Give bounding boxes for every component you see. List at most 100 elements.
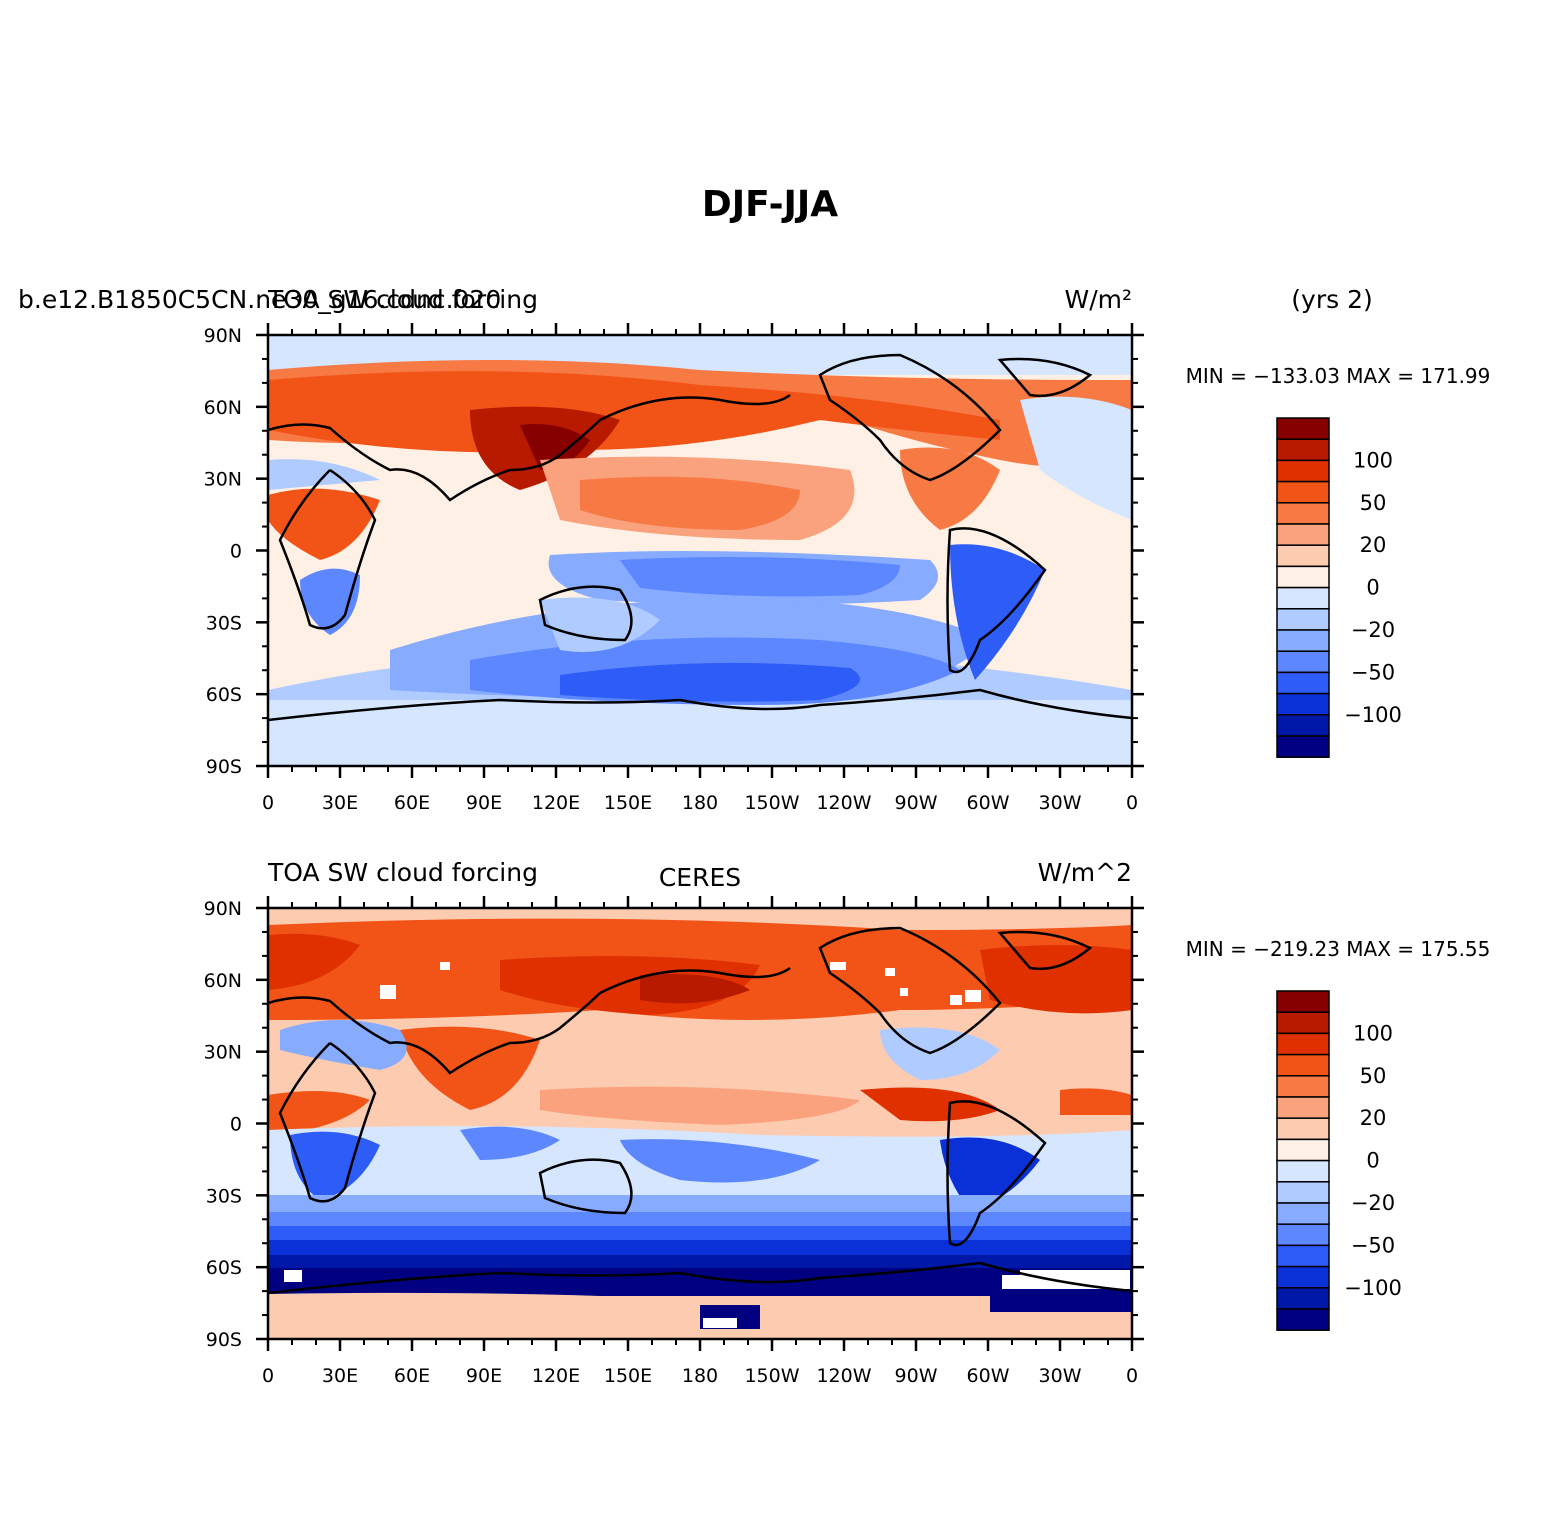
x-tick-label: 60W (967, 1365, 1010, 1387)
colorbar-box (1276, 1032, 1330, 1056)
x-tick-label: 90E (466, 792, 502, 814)
y-tick-label: 60N (204, 970, 242, 992)
x-tick-label: 30E (322, 792, 358, 814)
colorbar-box (1276, 990, 1330, 1013)
colorbar-label: 100 (1353, 1021, 1393, 1045)
colorbar-box (1276, 671, 1330, 695)
colorbar-box (1276, 586, 1330, 610)
colorbar-box (1276, 1287, 1330, 1310)
figure-title: DJF-JJA (702, 184, 838, 225)
x-tick-label: 150W (744, 792, 799, 814)
colorbar-box (1276, 1181, 1330, 1204)
panel-1-min-max: MIN = −133.03 MAX = 171.99 (1186, 364, 1491, 388)
x-tick-label: 30W (1039, 792, 1082, 814)
x-tick-label: 30E (322, 1365, 358, 1387)
colorbar-label: 0 (1366, 576, 1379, 600)
colorbar-box (1276, 1223, 1330, 1247)
colorbar-label: −50 (1351, 1233, 1395, 1257)
x-tick-label: 0 (1126, 1365, 1138, 1387)
x-tick-label: 60W (967, 792, 1010, 814)
colorbar-box (1276, 650, 1330, 674)
y-tick-label: 30S (206, 1185, 242, 1207)
x-tick-label: 120E (532, 1365, 580, 1387)
colorbar-box (1276, 1244, 1330, 1268)
x-tick-label: 30W (1039, 1365, 1082, 1387)
colorbar-box (1276, 1138, 1330, 1162)
panel-1-map-field (268, 335, 1132, 766)
y-tick-label: 0 (230, 541, 242, 563)
x-tick-label: 150E (604, 1365, 652, 1387)
panel-1: b.e12.B1850C5CN.ne30_g16.cdnc.020 TOA SW… (18, 285, 1490, 814)
colorbar-label: 20 (1360, 1106, 1387, 1130)
panel-2-map-field (268, 908, 1132, 1339)
y-tick-label: 90S (206, 1329, 242, 1351)
colorbar-label: −100 (1344, 703, 1402, 727)
colorbar-label: −100 (1344, 1276, 1402, 1300)
colorbar-label: −20 (1351, 618, 1395, 642)
colorbar-box (1276, 438, 1330, 462)
x-tick-label: 60E (394, 792, 430, 814)
x-tick-label: 90W (895, 792, 938, 814)
colorbar-box (1276, 459, 1330, 483)
y-tick-label: 60S (206, 684, 242, 706)
colorbar-box (1276, 523, 1330, 546)
colorbar-label: 0 (1366, 1149, 1379, 1173)
x-tick-label: 90E (466, 1365, 502, 1387)
panel-1-colorbar: 100 50 20 0 −20 −50 −100 (1276, 417, 1402, 758)
colorbar-box (1276, 1159, 1330, 1183)
x-tick-label: 180 (682, 1365, 718, 1387)
colorbar-box (1276, 565, 1330, 589)
panel-2-coastlines (268, 926, 1132, 1295)
y-tick-label: 60S (206, 1257, 242, 1279)
colorbar-box (1276, 1117, 1330, 1141)
colorbar-box (1276, 1202, 1330, 1225)
x-tick-label: 120W (816, 1365, 871, 1387)
panel-1-coastlines (268, 353, 1132, 722)
panel-2-min-max: MIN = −219.23 MAX = 175.55 (1186, 937, 1491, 961)
colorbar-box (1276, 629, 1330, 652)
colorbar-box (1276, 608, 1330, 631)
panel-1-case-label: b.e12.B1850C5CN.ne30_g16.cdnc.020 (18, 285, 501, 314)
x-tick-label: 150E (604, 792, 652, 814)
colorbar-box (1276, 544, 1330, 568)
colorbar-box (1276, 1075, 1330, 1098)
colorbar-box (1276, 714, 1330, 737)
x-tick-label: 0 (1126, 792, 1138, 814)
colorbar-label: −50 (1351, 660, 1395, 684)
x-tick-label: 150W (744, 1365, 799, 1387)
y-tick-label: 90N (204, 898, 242, 920)
colorbar-box (1276, 1265, 1330, 1289)
colorbar-label: −20 (1351, 1191, 1395, 1215)
panel-1-years: (yrs 2) (1291, 285, 1372, 314)
x-tick-label: 0 (262, 792, 274, 814)
y-tick-label: 30N (204, 1042, 242, 1064)
colorbar-label: 50 (1360, 1064, 1387, 1088)
colorbar-box (1276, 1053, 1330, 1077)
y-tick-label: 60N (204, 397, 242, 419)
panel-2-title: TOA SW cloud forcing (267, 858, 538, 887)
colorbar-box (1276, 692, 1330, 716)
panel-1-title: TOA SW cloud forcing (267, 285, 538, 314)
panel-2-dataset-label: CERES (659, 863, 741, 892)
colorbar-box (1276, 1308, 1330, 1331)
y-tick-label: 30S (206, 612, 242, 634)
panel-1-ticks: 0 30E 60E 90E 120E 150E 180 150W 120W 90W 60W 30W 0 9… (204, 323, 1144, 814)
x-tick-label: 120E (532, 792, 580, 814)
x-tick-label: 180 (682, 792, 718, 814)
x-tick-label: 120W (816, 792, 871, 814)
colorbar-label: 100 (1353, 448, 1393, 472)
colorbar-box (1276, 735, 1330, 758)
colorbar-box (1276, 502, 1330, 525)
panel-2-units: W/m^2 (1038, 858, 1132, 887)
colorbar-box (1276, 1011, 1330, 1035)
y-tick-label: 0 (230, 1114, 242, 1136)
panel-2: TOA SW cloud forcing CERES W/m^2 MIN = −… (204, 858, 1491, 1387)
x-tick-label: 0 (262, 1365, 274, 1387)
colorbar-label: 20 (1360, 533, 1387, 557)
panel-1-units: W/m² (1064, 285, 1132, 314)
panel-2-colorbar: 100 50 20 0 −20 −50 −100 (1276, 990, 1402, 1331)
y-tick-label: 90N (204, 325, 242, 347)
panel-2-ticks: 0 30E 60E 90E 120E 150E 180 150W 120W 90W 60W 30W 09… (204, 896, 1144, 1387)
colorbar-label: 50 (1360, 491, 1387, 515)
